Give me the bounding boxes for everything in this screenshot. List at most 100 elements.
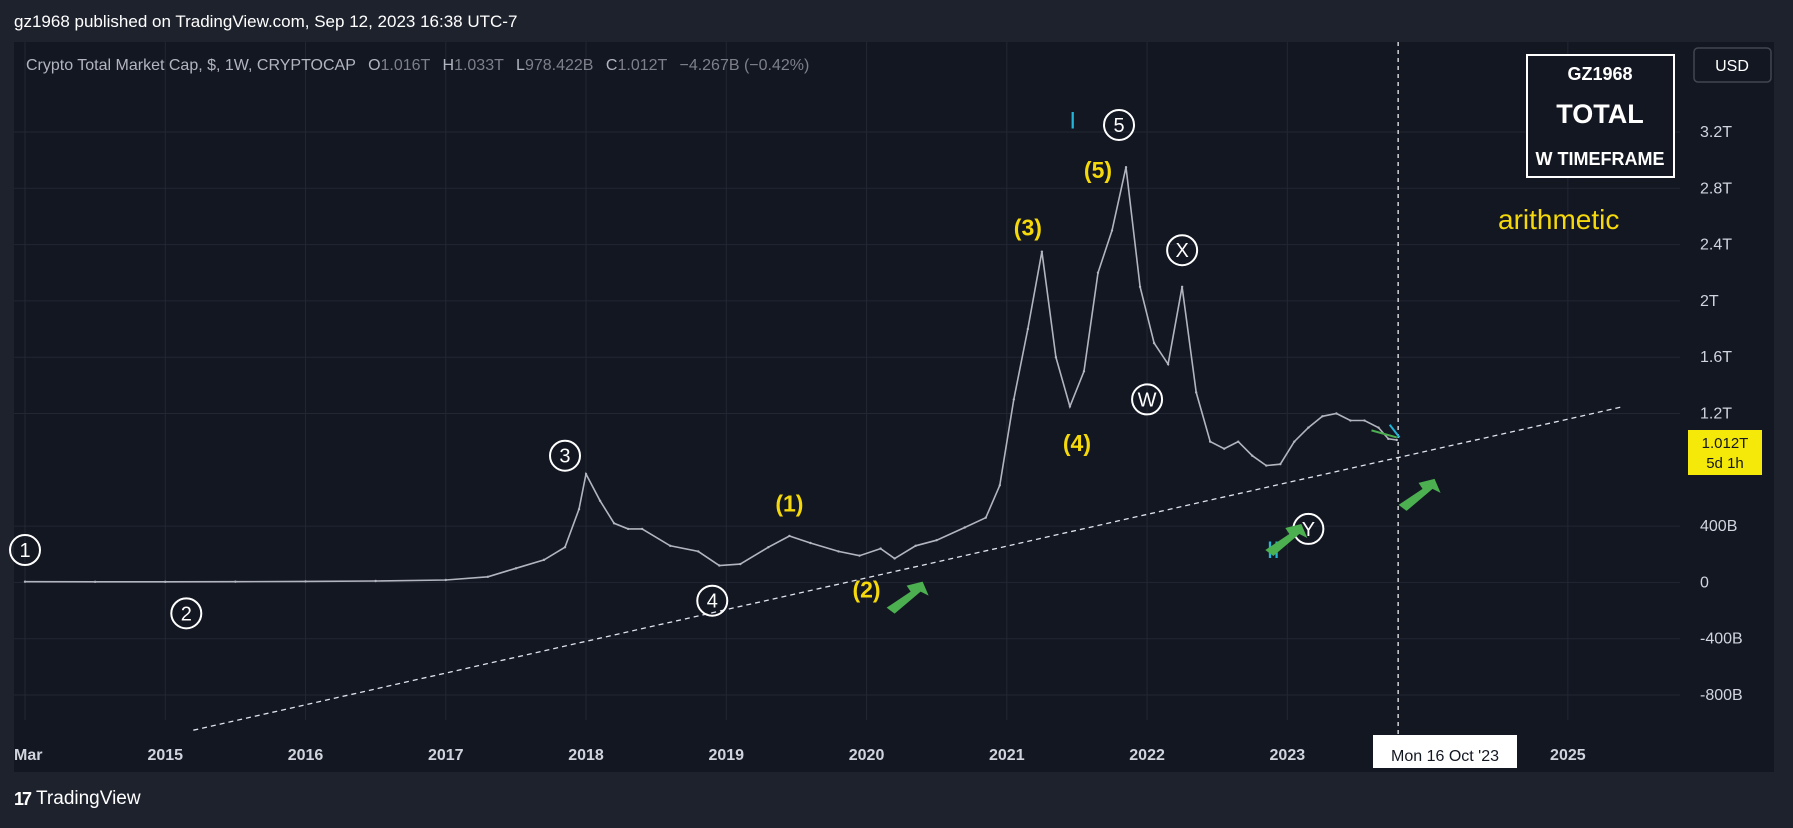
x-tick-label: 2017 xyxy=(428,747,464,764)
price-point xyxy=(1265,464,1268,467)
currency-button[interactable]: USD xyxy=(1693,47,1772,83)
change-value: −4.267B (−0.42%) xyxy=(679,57,809,74)
wave-circle xyxy=(696,584,729,617)
wave-label: 4 xyxy=(707,591,718,613)
price-point xyxy=(1208,440,1212,443)
crosshair-time-label: Mon 16 Oct '23 xyxy=(1373,735,1517,768)
tradingview-footer[interactable]: 17 TradingView xyxy=(14,788,141,810)
x-tick-label: Mar xyxy=(14,747,42,764)
support-trendline xyxy=(193,405,1625,731)
currency-label: USD xyxy=(1715,58,1749,75)
price-point xyxy=(626,527,630,531)
wave-label: 5 xyxy=(1113,115,1124,137)
high-value: 1.033T xyxy=(454,57,504,74)
green-arrow-icon xyxy=(1265,523,1308,556)
price-point xyxy=(1293,440,1296,443)
price-point xyxy=(893,557,896,560)
price-point xyxy=(809,541,812,545)
price-point xyxy=(718,564,721,567)
price-axis[interactable]: 3.2T 2.8T 2.4T 2T 1.6T 1.2T 400B 0 -400B -800B xyxy=(1700,124,1743,704)
wave-circle xyxy=(1131,383,1164,416)
info-line3: W TIMEFRAME xyxy=(1536,149,1665,169)
published-line: gz1968 published on TradingView.com, Sep… xyxy=(14,12,518,31)
info-line1: GZ1968 xyxy=(1567,64,1632,84)
price-series-layer xyxy=(23,165,1398,584)
x-tick-label: 2025 xyxy=(1550,747,1586,764)
price-point xyxy=(963,526,966,529)
price-point xyxy=(1054,356,1058,359)
wave-label: 1 xyxy=(19,540,30,562)
low-value: 978.422B xyxy=(525,57,594,74)
wave-label-yellow: (5) xyxy=(1084,157,1112,183)
price-point xyxy=(1335,412,1338,415)
info-box[interactable]: GZ1968 TOTAL W TIMEFRAME xyxy=(1526,54,1675,178)
x-tick-label: 2018 xyxy=(568,747,604,764)
wave-circle xyxy=(1103,108,1136,141)
x-tick-label: 2020 xyxy=(849,747,885,764)
price-point xyxy=(542,558,546,562)
price-point xyxy=(935,538,938,542)
price-point xyxy=(1096,271,1100,274)
price-point xyxy=(1138,285,1142,289)
price-point xyxy=(1307,426,1310,429)
price-line xyxy=(24,167,1397,583)
bar-countdown: 5d 1h xyxy=(1706,455,1744,472)
price-point xyxy=(164,580,167,584)
y-tick-label: 1.6T xyxy=(1700,349,1732,366)
price-point xyxy=(1279,462,1282,466)
price-point xyxy=(668,544,672,548)
symbol-legend[interactable]: Crypto Total Market Cap, $, 1W, CRYPTOCA… xyxy=(26,57,809,74)
wave-circle xyxy=(170,597,203,630)
price-point xyxy=(1082,370,1086,373)
symbol-name: Crypto Total Market Cap, $, 1W, CRYPTOCA… xyxy=(26,57,356,74)
price-point xyxy=(1124,165,1128,169)
price-point xyxy=(486,575,490,578)
price-point xyxy=(1194,391,1198,394)
high-label: H xyxy=(443,57,455,74)
time-axis[interactable]: Mar 2015 2016 2017 2018 2019 2020 2021 2022 2023 2… xyxy=(14,747,1586,764)
pointer-cyan xyxy=(1388,424,1401,439)
y-tick-label: 0 xyxy=(1700,574,1709,591)
price-point xyxy=(1251,454,1254,457)
price-point xyxy=(584,472,588,476)
price-point xyxy=(563,546,567,549)
wave-label: X xyxy=(1175,240,1188,262)
y-tick-label: 400B xyxy=(1700,518,1737,535)
price-point xyxy=(234,580,237,583)
open-value: 1.016T xyxy=(381,57,431,74)
price-point xyxy=(1237,440,1240,443)
price-point xyxy=(858,554,861,557)
price-point xyxy=(998,484,1001,487)
open-label: O xyxy=(368,57,380,74)
price-point xyxy=(739,562,742,566)
price-point xyxy=(1387,437,1390,441)
price-point xyxy=(577,508,581,511)
price-point xyxy=(374,579,377,583)
price-point xyxy=(837,550,840,553)
price-point xyxy=(1110,229,1114,232)
price-point xyxy=(304,580,307,583)
price-point xyxy=(1377,426,1380,429)
y-tick-label: 1.2T xyxy=(1700,406,1732,423)
pointer-green xyxy=(1371,429,1397,439)
x-tick-label: 2019 xyxy=(708,747,744,764)
wave-label: 2 xyxy=(181,603,192,625)
price-point xyxy=(1349,419,1352,422)
green-arrow-icon xyxy=(886,581,929,614)
annotation-arrows xyxy=(886,424,1441,614)
price-point xyxy=(514,567,518,570)
price-point xyxy=(879,547,882,550)
close-label: C xyxy=(606,57,618,74)
price-point xyxy=(1395,438,1398,442)
chart-pane[interactable] xyxy=(14,42,1774,772)
y-tick-label: 3.2T xyxy=(1700,124,1732,141)
price-point xyxy=(612,522,616,525)
price-point xyxy=(767,546,770,549)
x-tick-label: 2022 xyxy=(1129,747,1165,764)
price-point xyxy=(1040,250,1044,253)
price-point xyxy=(444,578,447,582)
tradingview-logo-icon: 17 xyxy=(14,788,32,809)
price-point xyxy=(1223,447,1226,450)
